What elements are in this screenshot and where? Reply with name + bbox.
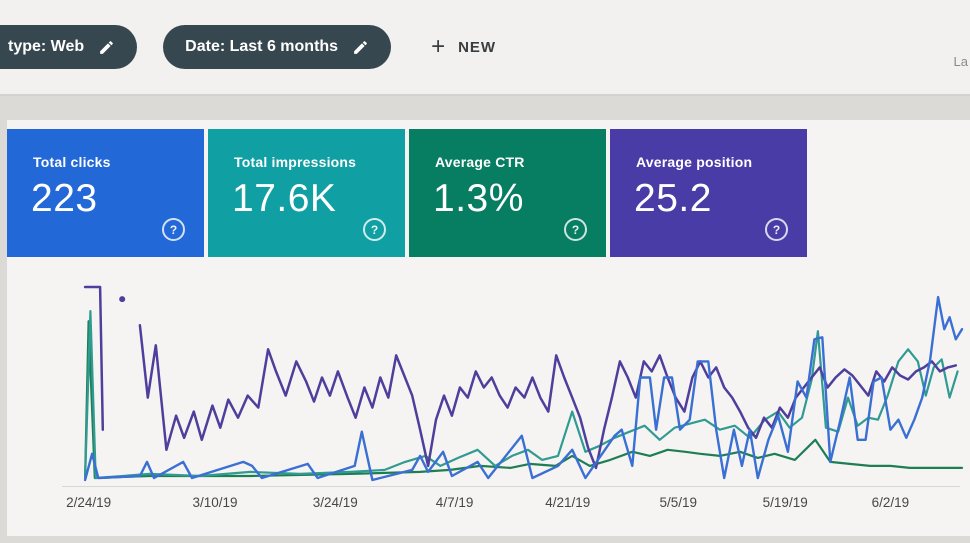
x-axis-tick-label: 5/5/19 bbox=[659, 495, 698, 510]
x-axis-tick-label: 5/19/19 bbox=[762, 495, 808, 510]
x-axis-tick-label: 4/21/19 bbox=[545, 495, 591, 510]
average-position-card[interactable]: Average position 25.2 ? bbox=[610, 129, 807, 257]
total-impressions-card[interactable]: Total impressions 17.6K ? bbox=[208, 129, 405, 257]
help-icon[interactable]: ? bbox=[363, 218, 386, 241]
series-line-ctr bbox=[83, 320, 964, 480]
date-range-filter-label: Date: Last 6 months bbox=[185, 38, 339, 55]
average-position-value: 25.2 bbox=[634, 177, 712, 220]
x-axis-tick-label: 3/24/19 bbox=[312, 495, 358, 510]
series-line-position bbox=[138, 323, 958, 470]
metric-cards-row: Total clicks 223 ? Total impressions 17.… bbox=[7, 129, 807, 257]
filter-toolbar: type: Web Date: Last 6 months + NEW La bbox=[0, 0, 970, 96]
average-ctr-card[interactable]: Average CTR 1.3% ? bbox=[409, 129, 606, 257]
series-point-position bbox=[119, 296, 126, 303]
total-clicks-card[interactable]: Total clicks 223 ? bbox=[7, 129, 204, 257]
average-position-title: Average position bbox=[636, 154, 753, 170]
total-clicks-title: Total clicks bbox=[33, 154, 111, 170]
total-impressions-value: 17.6K bbox=[232, 177, 337, 220]
x-axis-tick-label: 4/7/19 bbox=[435, 495, 474, 510]
average-ctr-value: 1.3% bbox=[433, 177, 524, 220]
x-axis-tick-label: 2/24/19 bbox=[66, 495, 112, 510]
plus-icon: + bbox=[431, 33, 447, 60]
performance-chart bbox=[78, 283, 964, 484]
performance-chart-svg bbox=[83, 285, 964, 482]
help-icon[interactable]: ? bbox=[765, 218, 788, 241]
average-ctr-title: Average CTR bbox=[435, 154, 525, 170]
new-filter-label: NEW bbox=[458, 38, 497, 56]
edit-pencil-icon bbox=[352, 39, 369, 56]
x-axis-tick-label: 3/10/19 bbox=[192, 495, 238, 510]
help-icon[interactable]: ? bbox=[564, 218, 587, 241]
x-axis-labels: 2/24/19 3/10/19 3/24/19 4/7/19 4/21/19 5/5/19… bbox=[66, 495, 962, 515]
last-updated-text: La bbox=[953, 54, 968, 69]
x-axis-line bbox=[62, 486, 960, 487]
total-clicks-value: 223 bbox=[31, 177, 98, 220]
series-line-position bbox=[83, 285, 105, 431]
help-icon[interactable]: ? bbox=[162, 218, 185, 241]
edit-pencil-icon bbox=[98, 39, 115, 56]
series-line-clicks bbox=[83, 295, 964, 482]
total-impressions-title: Total impressions bbox=[234, 154, 357, 170]
series-line-impressions bbox=[83, 310, 959, 480]
search-type-filter-label: type: Web bbox=[8, 38, 85, 55]
new-filter-button[interactable]: + NEW bbox=[425, 34, 502, 60]
search-type-filter-chip[interactable]: type: Web bbox=[0, 25, 138, 69]
x-axis-tick-label: 6/2/19 bbox=[871, 495, 910, 510]
date-range-filter-chip[interactable]: Date: Last 6 months bbox=[163, 25, 392, 69]
performance-panel: Total clicks 223 ? Total impressions 17.… bbox=[7, 120, 970, 536]
